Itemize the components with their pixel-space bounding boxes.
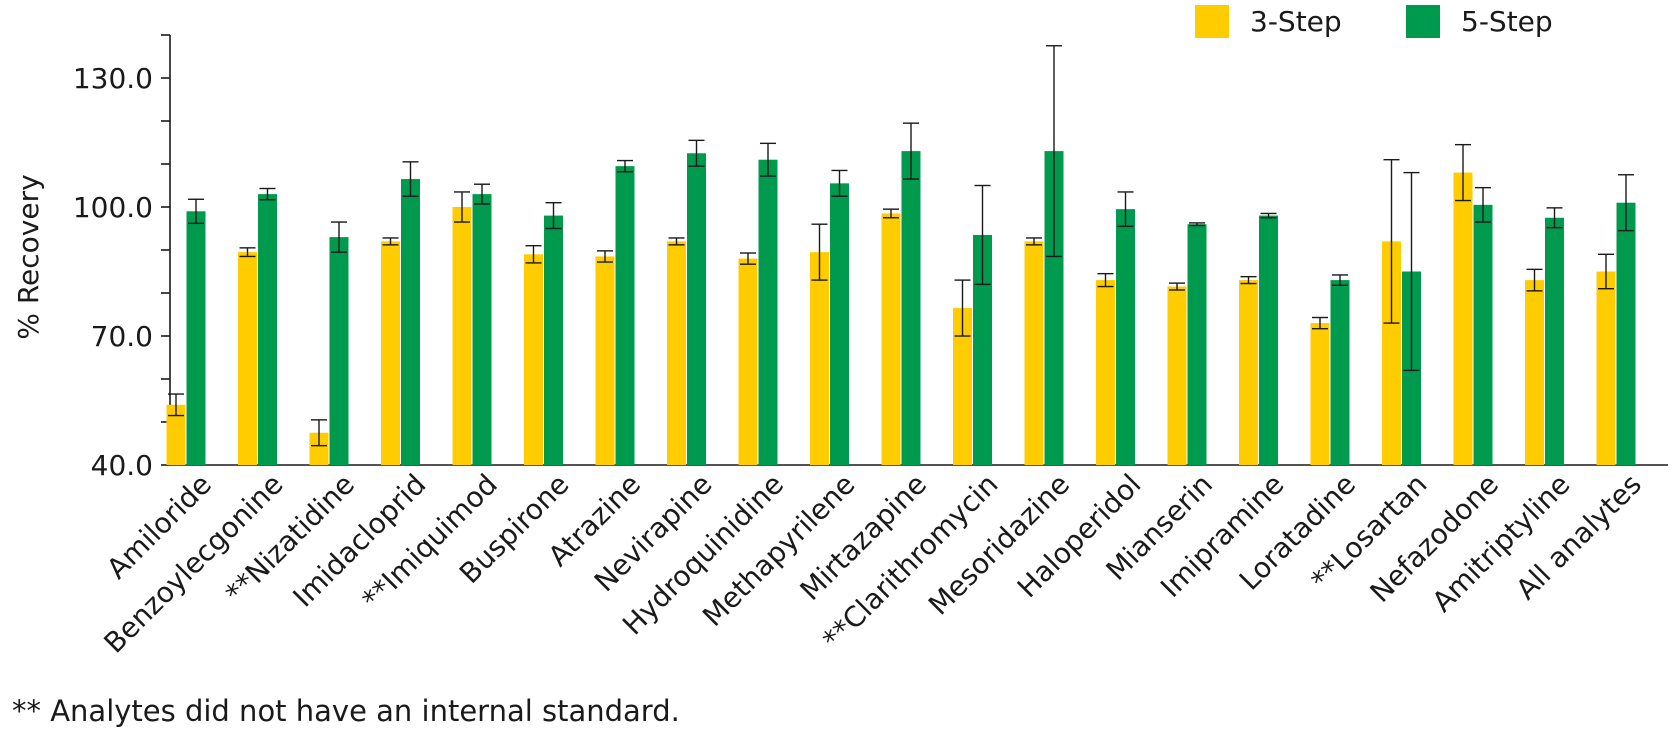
bar-3-step bbox=[881, 213, 901, 465]
bar-5-step bbox=[758, 159, 778, 465]
bar-3-step bbox=[524, 254, 543, 465]
bar-3-step bbox=[953, 308, 972, 465]
legend-label-5-step: 5-Step bbox=[1461, 5, 1553, 38]
bar-3-step bbox=[452, 207, 472, 465]
legend-swatch-3-step bbox=[1195, 5, 1229, 38]
bar-series-group bbox=[166, 151, 1636, 466]
bar-5-step bbox=[901, 151, 921, 465]
bar-5-step bbox=[329, 237, 349, 465]
y-tick-label: 100.0 bbox=[73, 191, 153, 224]
bar-3-step bbox=[381, 241, 400, 465]
bar-3-step bbox=[1525, 280, 1544, 465]
bar-3-step bbox=[1167, 286, 1187, 465]
y-axis-label: % Recovery bbox=[12, 174, 45, 339]
bar-3-step bbox=[1024, 241, 1044, 465]
bar-5-step bbox=[1259, 215, 1278, 465]
bar-5-step bbox=[1116, 209, 1135, 465]
bar-5-step bbox=[615, 166, 635, 465]
bar-3-step bbox=[1096, 280, 1115, 465]
bar-3-step bbox=[1310, 323, 1330, 465]
bar-5-step bbox=[1545, 217, 1564, 465]
bar-3-step bbox=[1596, 271, 1616, 465]
footnote: ** Analytes did not have an internal sta… bbox=[12, 694, 680, 728]
y-axis: 40.0 70.0 100.0 130.0 bbox=[73, 34, 171, 482]
bar-5-step bbox=[1616, 202, 1636, 465]
bar-3-step bbox=[667, 241, 686, 465]
bar-3-step bbox=[238, 252, 257, 465]
bar-5-step bbox=[687, 153, 706, 465]
bar-3-step bbox=[1239, 280, 1258, 465]
x-tick-label-group: AmilorideBenzoylecgonine**NizatidineImid… bbox=[98, 468, 1648, 660]
y-tick-label: 70.0 bbox=[91, 320, 153, 353]
bar-3-step bbox=[166, 404, 186, 465]
y-tick-label: 40.0 bbox=[91, 449, 153, 482]
y-tick-label: 130.0 bbox=[73, 62, 153, 95]
error-bar-group bbox=[168, 45, 1634, 447]
bar-5-step bbox=[186, 211, 206, 465]
bar-3-step bbox=[309, 432, 329, 465]
bar-3-step bbox=[738, 258, 758, 465]
bar-3-step bbox=[810, 252, 829, 465]
chart-legend: 3-Step 5-Step bbox=[1195, 5, 1553, 38]
legend-label-3-step: 3-Step bbox=[1250, 5, 1342, 38]
bar-5-step bbox=[544, 215, 563, 465]
legend-swatch-5-step bbox=[1406, 5, 1440, 38]
bar-5-step bbox=[1473, 204, 1493, 465]
bar-3-step bbox=[1453, 172, 1473, 465]
bar-5-step bbox=[1330, 280, 1350, 465]
bar-5-step bbox=[258, 194, 277, 465]
bar-5-step bbox=[973, 234, 992, 465]
bar-5-step bbox=[830, 183, 849, 465]
bar-3-step bbox=[595, 256, 615, 465]
bar-5-step bbox=[472, 194, 492, 465]
bar-5-step bbox=[1044, 151, 1064, 465]
bar-5-step bbox=[1187, 224, 1207, 465]
bar-5-step bbox=[401, 179, 420, 466]
bar-3-step bbox=[1382, 241, 1401, 465]
